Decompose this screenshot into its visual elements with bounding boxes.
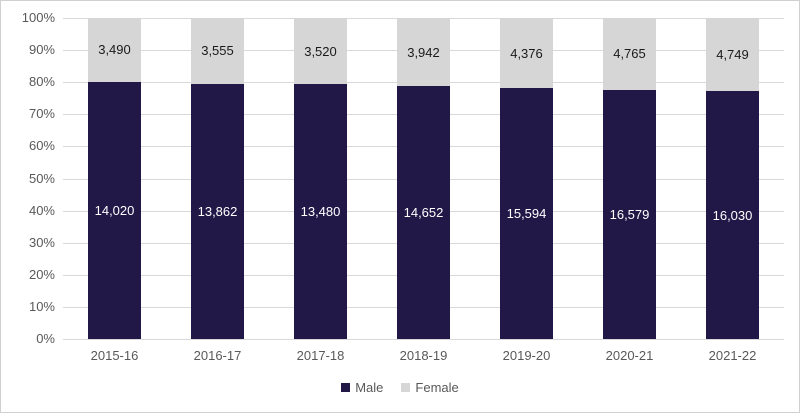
y-tick-label: 30% (28, 235, 55, 250)
y-tick-label: 50% (28, 171, 55, 186)
y-axis: 0% 10% 20% 30% 40% 50% 60% 70% 80% 90% 100% (1, 10, 55, 346)
x-tick-label: 2021-22 (708, 348, 757, 363)
x-tick-label: 2015-16 (90, 348, 139, 363)
bar-segment-female: 4,765 (603, 18, 656, 90)
plot-area: 3,490 14,020 3,555 13,862 3,520 13,480 3,942 14… (63, 18, 784, 340)
x-tick-label: 2017-18 (296, 348, 345, 363)
bar-segment-male: 16,030 (706, 91, 759, 339)
legend-label-male: Male (355, 380, 384, 395)
bar-segment-male: 13,862 (191, 83, 244, 339)
bar-2021-22: 4,749 16,030 (706, 18, 759, 339)
y-tick-label: 0% (36, 331, 55, 346)
bar-segment-female: 4,376 (500, 18, 553, 89)
legend-swatch-female-icon (401, 383, 411, 392)
bar-segment-female: 3,520 (294, 18, 347, 85)
bar-2018-19: 3,942 14,652 (397, 18, 450, 339)
bar-segment-male: 15,594 (500, 88, 553, 339)
y-tick-label: 60% (28, 138, 55, 153)
y-tick-label: 20% (28, 267, 55, 282)
bar-segment-male: 13,480 (294, 84, 347, 339)
x-tick-label: 2019-20 (502, 348, 551, 363)
bars: 3,490 14,020 3,555 13,862 3,520 13,480 3,942 14… (63, 18, 784, 339)
y-tick-label: 70% (28, 106, 55, 121)
x-tick-label: 2020-21 (605, 348, 654, 363)
bar-2015-16: 3,490 14,020 (88, 18, 141, 339)
legend-label-female: Female (415, 380, 459, 395)
gridline (63, 339, 784, 340)
y-tick-label: 90% (28, 42, 55, 57)
x-axis: 2015-16 2016-17 2017-18 2018-19 2019-20 2020-… (63, 348, 784, 364)
y-tick-label: 100% (21, 10, 55, 25)
bar-2017-18: 3,520 13,480 (294, 18, 347, 339)
x-tick-label: 2016-17 (193, 348, 242, 363)
bar-2016-17: 3,555 13,862 (191, 18, 244, 339)
x-tick-label: 2018-19 (399, 348, 448, 363)
bar-segment-male: 16,579 (603, 89, 656, 339)
legend-item-male: Male (341, 380, 383, 395)
bar-2019-20: 4,376 15,594 (500, 18, 553, 339)
legend: Male Female (1, 380, 799, 395)
y-tick-label: 10% (28, 299, 55, 314)
legend-swatch-male-icon (341, 383, 351, 392)
y-tick-label: 80% (28, 74, 55, 89)
bar-segment-female: 4,749 (706, 18, 759, 92)
bar-segment-male: 14,020 (88, 81, 141, 339)
bar-segment-female: 3,942 (397, 18, 450, 87)
bar-segment-female: 3,555 (191, 18, 244, 84)
bar-segment-female: 3,490 (88, 18, 141, 82)
bar-2020-21: 4,765 16,579 (603, 18, 656, 339)
bar-segment-male: 14,652 (397, 86, 450, 339)
legend-item-female: Female (401, 380, 459, 395)
y-tick-label: 40% (28, 203, 55, 218)
